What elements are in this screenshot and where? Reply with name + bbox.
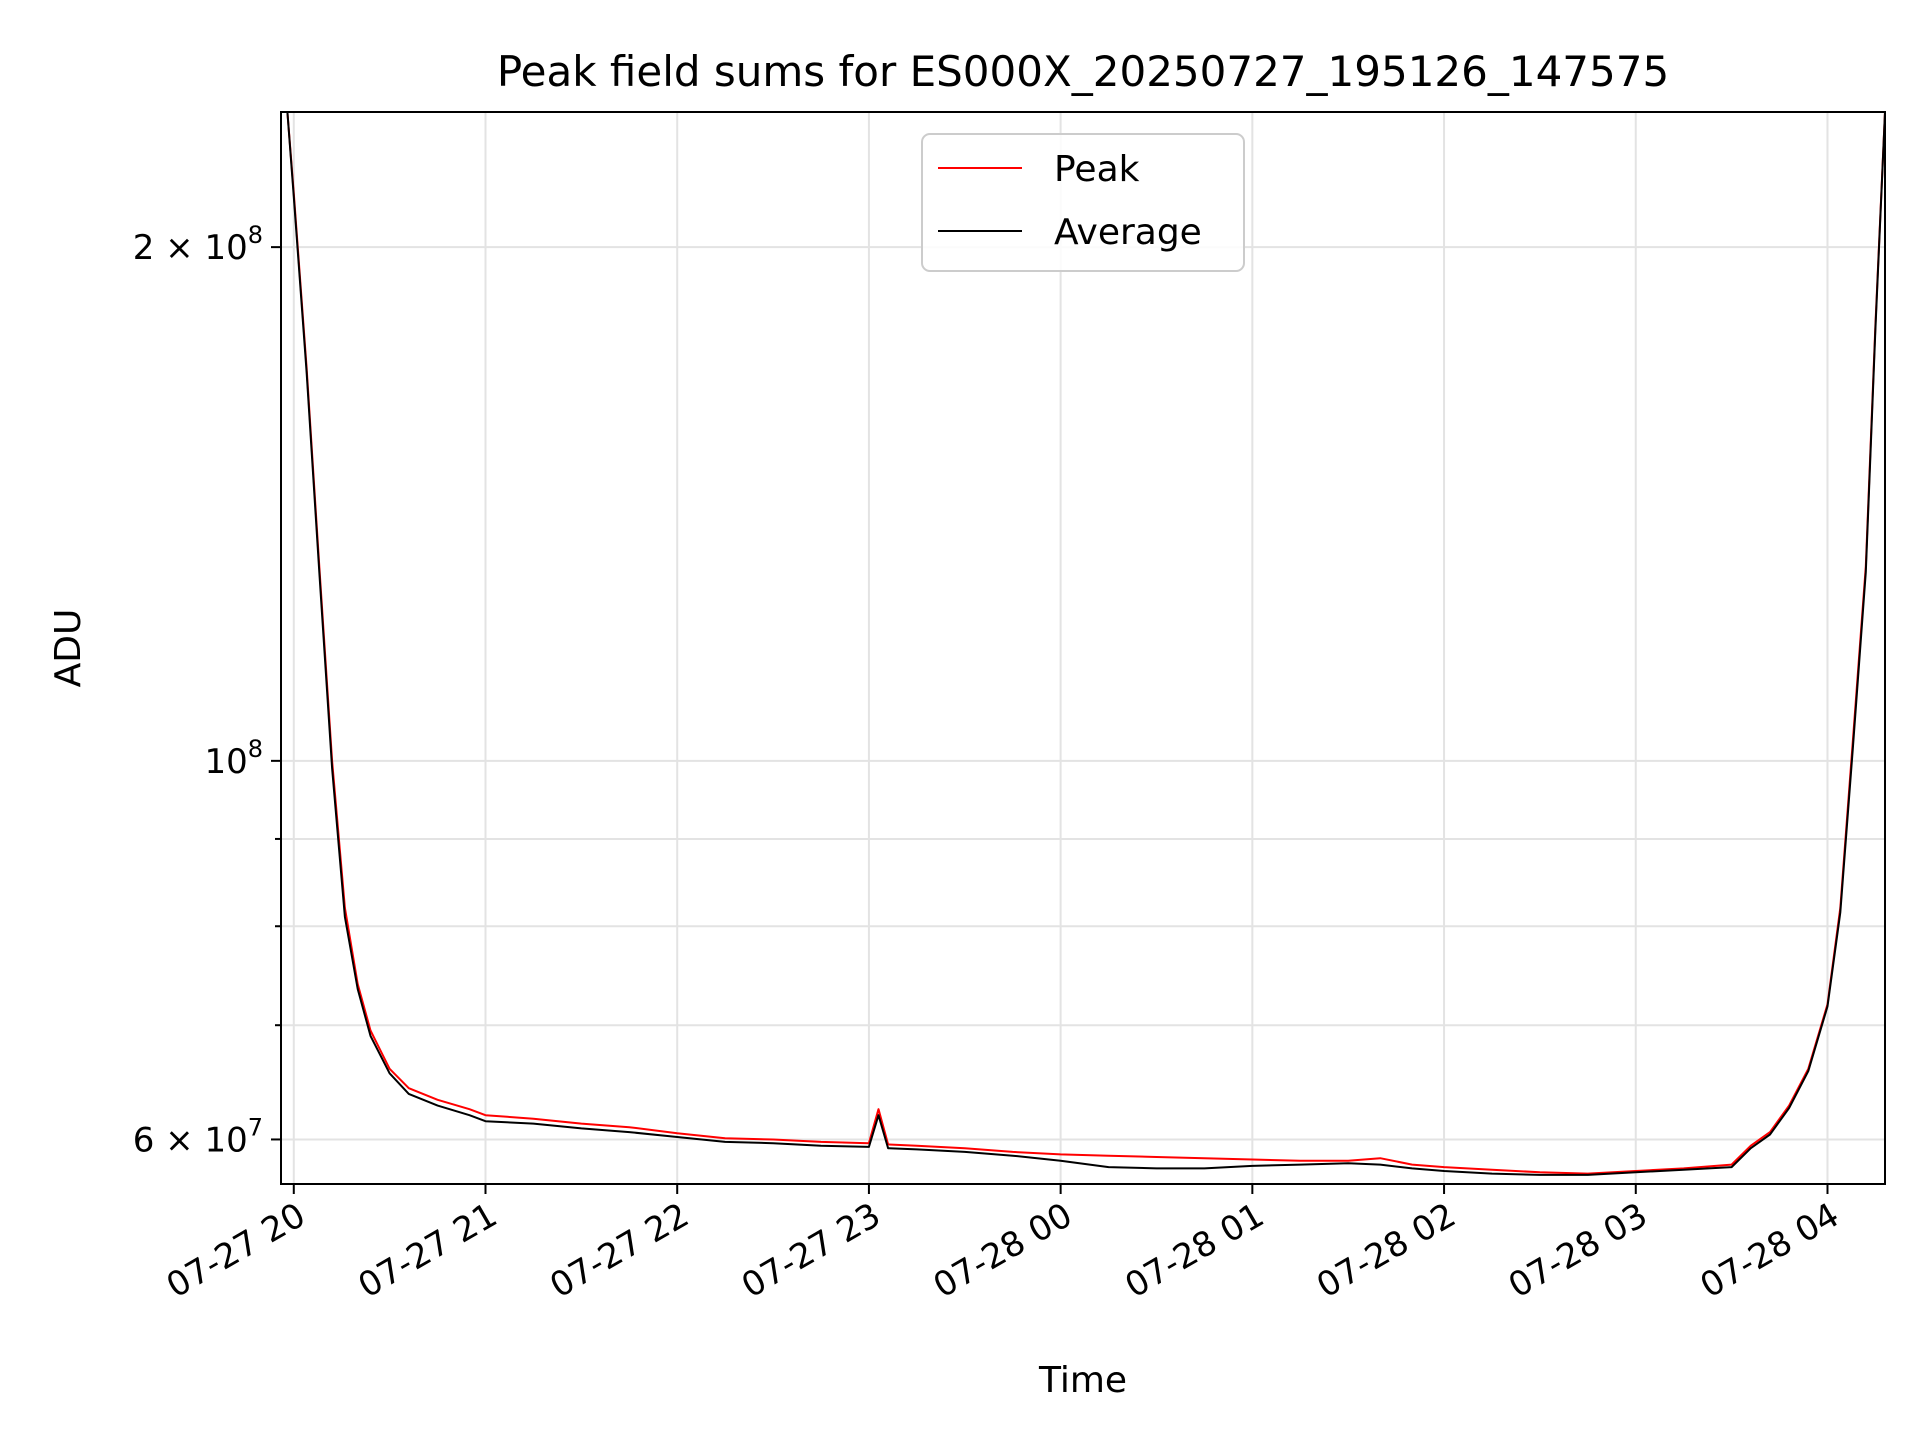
legend: Peak Average <box>921 133 1245 272</box>
x-axis-label: Time <box>1038 1360 1127 1401</box>
series-layer <box>281 111 1886 1176</box>
y-tick-label: 6 × 107 <box>133 1113 263 1160</box>
legend-label-average: Average <box>1054 212 1202 253</box>
y-tick-label: 108 <box>204 735 263 782</box>
chart-title: Peak field sums for ES000X_20250727_1951… <box>497 47 1669 96</box>
y-axis-label: ADU <box>48 609 89 688</box>
legend-label-peak: Peak <box>1054 149 1140 190</box>
series-line-peak <box>281 111 1886 1175</box>
plot-frame <box>280 111 1886 1185</box>
series-line-average <box>281 111 1886 1176</box>
y-tick-label: 2 × 108 <box>133 221 263 268</box>
